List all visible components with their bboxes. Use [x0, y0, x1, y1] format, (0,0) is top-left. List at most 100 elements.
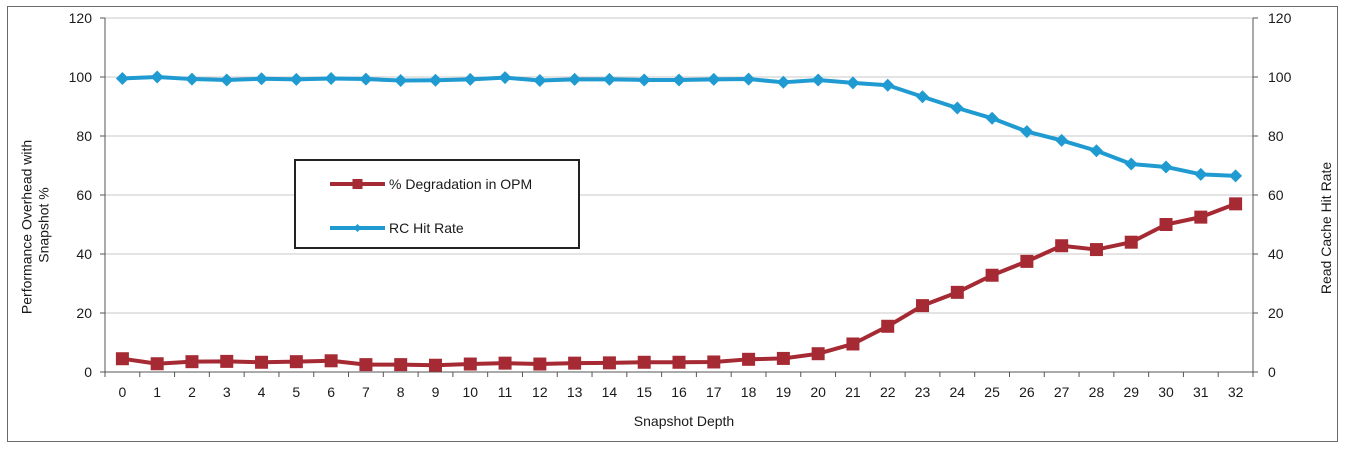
data-point-degradation — [533, 357, 547, 371]
series-markers — [115, 70, 1243, 372]
right-y-tick-label: 100 — [1268, 69, 1292, 85]
x-tick-label: 30 — [1158, 384, 1174, 400]
data-point-rc-hit-rate — [1124, 157, 1138, 171]
legend-marker-rc-hit-rate — [353, 224, 362, 232]
left-y-tick-label: 0 — [84, 364, 92, 380]
data-point-degradation — [1020, 254, 1034, 268]
x-tick-label: 32 — [1228, 384, 1244, 400]
x-tick-label: 25 — [984, 384, 1000, 400]
right-y-tick-label: 120 — [1268, 10, 1292, 26]
right-y-tick-label: 60 — [1268, 187, 1284, 203]
x-tick-label: 17 — [706, 384, 722, 400]
left-y-tick-label: 80 — [76, 128, 92, 144]
data-point-degradation — [846, 337, 860, 351]
data-point-degradation — [324, 354, 338, 368]
data-point-degradation — [707, 355, 721, 369]
legend-label-rc-hit-rate: RC Hit Rate — [389, 220, 464, 236]
data-point-degradation — [359, 358, 373, 372]
data-point-degradation — [115, 352, 129, 366]
data-point-degradation — [742, 352, 756, 366]
axes — [100, 17, 1258, 377]
data-point-rc-hit-rate — [463, 72, 477, 86]
data-point-degradation — [185, 355, 199, 369]
data-point-degradation — [498, 356, 512, 370]
x-tick-label: 2 — [188, 384, 196, 400]
legend: % Degradation in OPM RC Hit Rate — [294, 159, 580, 249]
data-point-rc-hit-rate — [916, 90, 930, 104]
data-point-rc-hit-rate — [985, 111, 999, 125]
x-tick-label: 6 — [327, 384, 335, 400]
x-tick-label: 4 — [258, 384, 266, 400]
data-point-degradation — [1055, 239, 1069, 253]
data-point-rc-hit-rate — [637, 73, 651, 87]
data-point-rc-hit-rate — [1089, 144, 1103, 158]
data-point-rc-hit-rate — [1229, 169, 1243, 183]
series-line-degradation — [122, 201, 1237, 368]
data-point-degradation — [811, 347, 825, 361]
x-tick-label: 23 — [915, 384, 931, 400]
data-point-rc-hit-rate — [1159, 160, 1173, 174]
series-lines — [122, 75, 1237, 368]
x-tick-label: 28 — [1089, 384, 1105, 400]
left-y-tick-label: 20 — [76, 305, 92, 321]
x-axis-label: Snapshot Depth — [634, 413, 734, 429]
data-point-rc-hit-rate — [359, 72, 373, 86]
x-tick-label: 14 — [602, 384, 618, 400]
data-point-degradation — [985, 268, 999, 282]
data-point-degradation — [637, 355, 651, 369]
right-y-axis-label: Read Cache Hit Rate — [1318, 162, 1334, 295]
data-point-rc-hit-rate — [950, 101, 964, 115]
x-tick-label: 24 — [950, 384, 966, 400]
data-point-rc-hit-rate — [881, 78, 895, 92]
legend-box — [294, 159, 580, 249]
data-point-rc-hit-rate — [672, 73, 686, 87]
data-point-rc-hit-rate — [776, 75, 790, 89]
data-point-rc-hit-rate — [846, 76, 860, 90]
data-point-rc-hit-rate — [568, 72, 582, 86]
data-point-rc-hit-rate — [150, 70, 164, 84]
data-point-degradation — [672, 355, 686, 369]
data-point-degradation — [255, 355, 269, 369]
data-point-rc-hit-rate — [707, 72, 721, 86]
x-tick-label: 29 — [1123, 384, 1139, 400]
x-tick-label: 19 — [776, 384, 792, 400]
right-y-tick-label: 40 — [1268, 246, 1284, 262]
x-tick-label: 9 — [432, 384, 440, 400]
data-point-rc-hit-rate — [602, 72, 616, 86]
x-tick-label: 15 — [636, 384, 652, 400]
data-point-rc-hit-rate — [1020, 125, 1034, 139]
left-y-tick-label: 40 — [76, 246, 92, 262]
legend-marker-degradation — [352, 179, 363, 189]
x-tick-label: 7 — [362, 384, 370, 400]
data-point-degradation — [916, 299, 930, 313]
x-tick-label: 22 — [880, 384, 896, 400]
data-point-rc-hit-rate — [428, 73, 442, 87]
x-tick-label: 31 — [1193, 384, 1209, 400]
x-tick-label: 10 — [462, 384, 478, 400]
data-point-rc-hit-rate — [811, 73, 825, 87]
data-point-rc-hit-rate — [1055, 133, 1069, 147]
x-tick-label: 18 — [741, 384, 757, 400]
data-point-degradation — [150, 357, 164, 371]
data-point-degradation — [568, 356, 582, 370]
data-point-rc-hit-rate — [324, 71, 338, 85]
x-tick-label: 21 — [845, 384, 861, 400]
right-y-tick-label: 20 — [1268, 305, 1284, 321]
legend-label-degradation: % Degradation in OPM — [389, 176, 532, 192]
data-point-rc-hit-rate — [115, 71, 129, 85]
data-point-rc-hit-rate — [220, 73, 234, 87]
series-line-rc-hit-rate — [122, 75, 1236, 178]
data-point-degradation — [1124, 235, 1138, 249]
data-point-degradation — [463, 357, 477, 371]
x-tick-label: 20 — [810, 384, 826, 400]
data-point-degradation — [602, 356, 616, 370]
x-tick-label: 0 — [118, 384, 126, 400]
x-tick-label: 11 — [498, 384, 513, 400]
data-point-degradation — [428, 358, 442, 372]
data-point-degradation — [1229, 197, 1243, 211]
x-tick-label: 27 — [1054, 384, 1070, 400]
left-y-tick-label: 120 — [69, 10, 93, 26]
data-point-rc-hit-rate — [255, 72, 269, 86]
data-point-rc-hit-rate — [289, 72, 303, 86]
